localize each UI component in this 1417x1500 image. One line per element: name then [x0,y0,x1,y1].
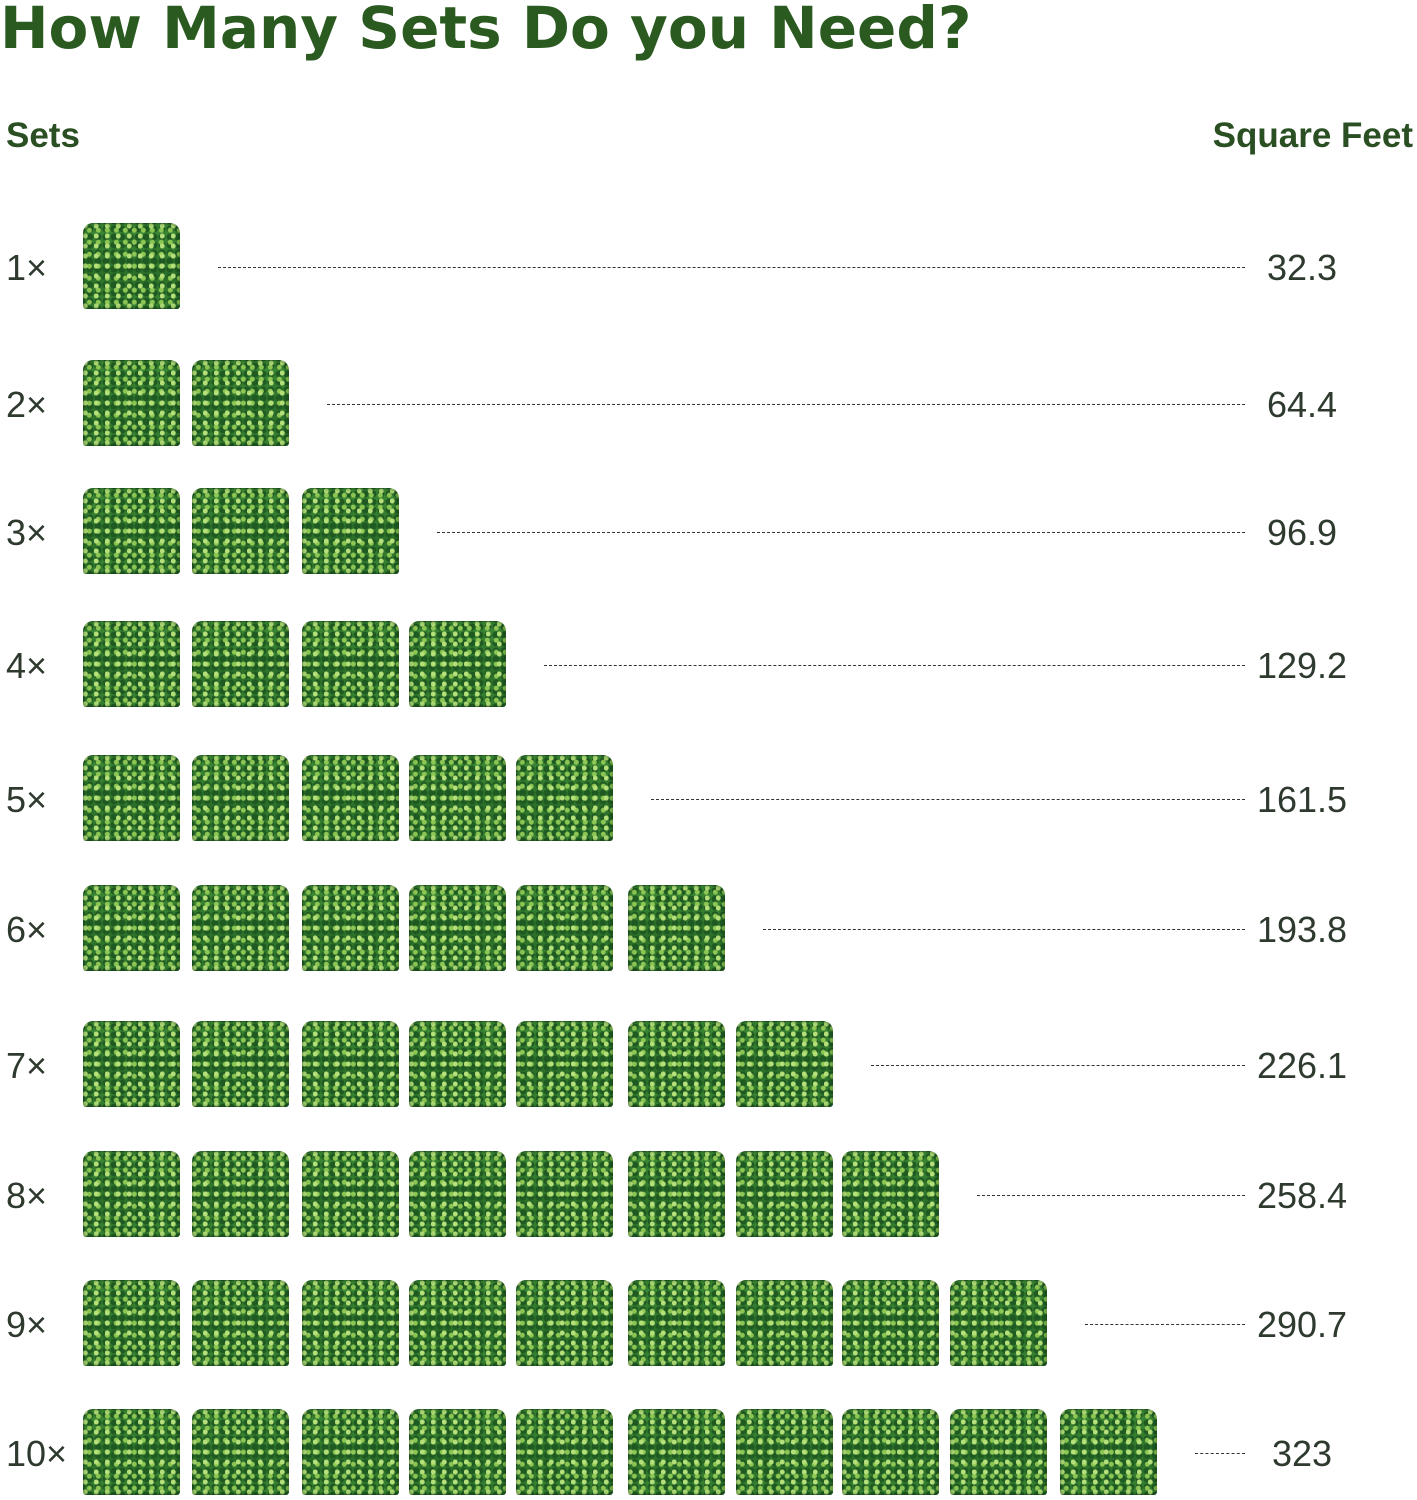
set-count-label: 6× [6,909,48,950]
set-count-label: 5× [6,779,48,820]
grass-panel-icon [83,621,180,707]
grass-panel-icon [516,1021,613,1107]
grass-panel-icon [409,1151,506,1237]
set-row: 3× 96.9 [0,488,1417,578]
grass-panel-icon [302,488,399,574]
grass-panel-icon [83,755,180,841]
set-count-label: 3× [6,512,48,553]
grass-panel-icon [83,1280,180,1366]
set-count-label: 7× [6,1045,48,1086]
set-count-label: 4× [6,645,48,686]
dashed-leader-line [763,929,1245,930]
grass-panel-icon [409,755,506,841]
grass-panel-icon [83,1151,180,1237]
grass-panel-icon [736,1280,833,1366]
square-feet-value: 226.1 [1256,1045,1348,1086]
grass-panel-icon [302,1280,399,1366]
grass-panel-icon [516,1280,613,1366]
dashed-leader-line [327,404,1245,405]
sets-header: Sets [6,116,80,155]
set-row: 7× 226.1 [0,1021,1417,1111]
grass-panel-icon [628,1021,725,1107]
grass-panel-icon [516,1151,613,1237]
grass-panel-icon [302,755,399,841]
grass-panel-icon [736,1021,833,1107]
grass-panel-icon [1060,1409,1157,1495]
set-count-label: 8× [6,1175,48,1216]
grass-panel-icon [192,621,289,707]
grass-panel-icon [842,1409,939,1495]
set-count-label: 1× [6,247,48,288]
square-feet-value: 290.7 [1256,1304,1348,1345]
dashed-leader-line [544,665,1245,666]
square-feet-header: Square Feet [1212,116,1413,155]
set-row: 8× 258.4 [0,1151,1417,1241]
dashed-leader-line [218,267,1245,268]
grass-panel-icon [950,1409,1047,1495]
grass-panel-icon [409,1021,506,1107]
set-row: 6× 193.8 [0,885,1417,975]
grass-panel-icon [516,885,613,971]
grass-panel-icon [192,1409,289,1495]
grass-panel-icon [83,360,180,446]
grass-panel-icon [192,1021,289,1107]
grass-panel-icon [842,1280,939,1366]
square-feet-value: 193.8 [1256,909,1348,950]
grass-panel-icon [302,1151,399,1237]
dashed-leader-line [651,799,1245,800]
dashed-leader-line [871,1065,1245,1066]
grass-panel-icon [516,755,613,841]
grass-panel-icon [192,1151,289,1237]
dashed-leader-line [1085,1324,1245,1325]
grass-panel-icon [83,488,180,574]
grass-panel-icon [302,621,399,707]
grass-panel-icon [192,488,289,574]
grass-panel-icon [409,885,506,971]
dashed-leader-line [437,532,1245,533]
grass-panel-icon [516,1409,613,1495]
grass-panel-icon [192,755,289,841]
dashed-leader-line [1195,1453,1245,1454]
grass-panel-icon [628,885,725,971]
square-feet-value: 32.3 [1266,247,1338,288]
grass-panel-icon [192,1280,289,1366]
grass-panel-icon [628,1280,725,1366]
set-row: 10× 323 [0,1409,1417,1499]
set-row: 2× 64.4 [0,360,1417,450]
grass-panel-icon [409,1409,506,1495]
grass-panel-icon [842,1151,939,1237]
grass-panel-icon [736,1151,833,1237]
set-count-label: 10× [6,1433,68,1474]
set-row: 4× 129.2 [0,621,1417,711]
grass-panel-icon [628,1409,725,1495]
grass-panel-icon [83,1409,180,1495]
dashed-leader-line [977,1195,1245,1196]
grass-panel-icon [628,1151,725,1237]
set-count-label: 9× [6,1304,48,1345]
grass-panel-icon [83,1021,180,1107]
page-title: How Many Sets Do you Need? [0,0,972,62]
set-row: 9× 290.7 [0,1280,1417,1370]
square-feet-value: 129.2 [1256,645,1348,686]
grass-panel-icon [302,1021,399,1107]
grass-panel-icon [83,885,180,971]
grass-panel-icon [736,1409,833,1495]
square-feet-value: 161.5 [1256,779,1348,820]
set-row: 5× 161.5 [0,755,1417,845]
square-feet-value: 258.4 [1256,1175,1348,1216]
grass-panel-icon [409,621,506,707]
grass-panel-icon [950,1280,1047,1366]
grass-panel-icon [302,1409,399,1495]
grass-panel-icon [302,885,399,971]
square-feet-value: 64.4 [1266,384,1338,425]
square-feet-value: 96.9 [1266,512,1338,553]
grass-panel-icon [409,1280,506,1366]
grass-panel-icon [83,223,180,309]
grass-panel-icon [192,885,289,971]
grass-panel-icon [192,360,289,446]
square-feet-value: 323 [1271,1433,1333,1474]
set-count-label: 2× [6,384,48,425]
set-row: 1× 32.3 [0,223,1417,313]
